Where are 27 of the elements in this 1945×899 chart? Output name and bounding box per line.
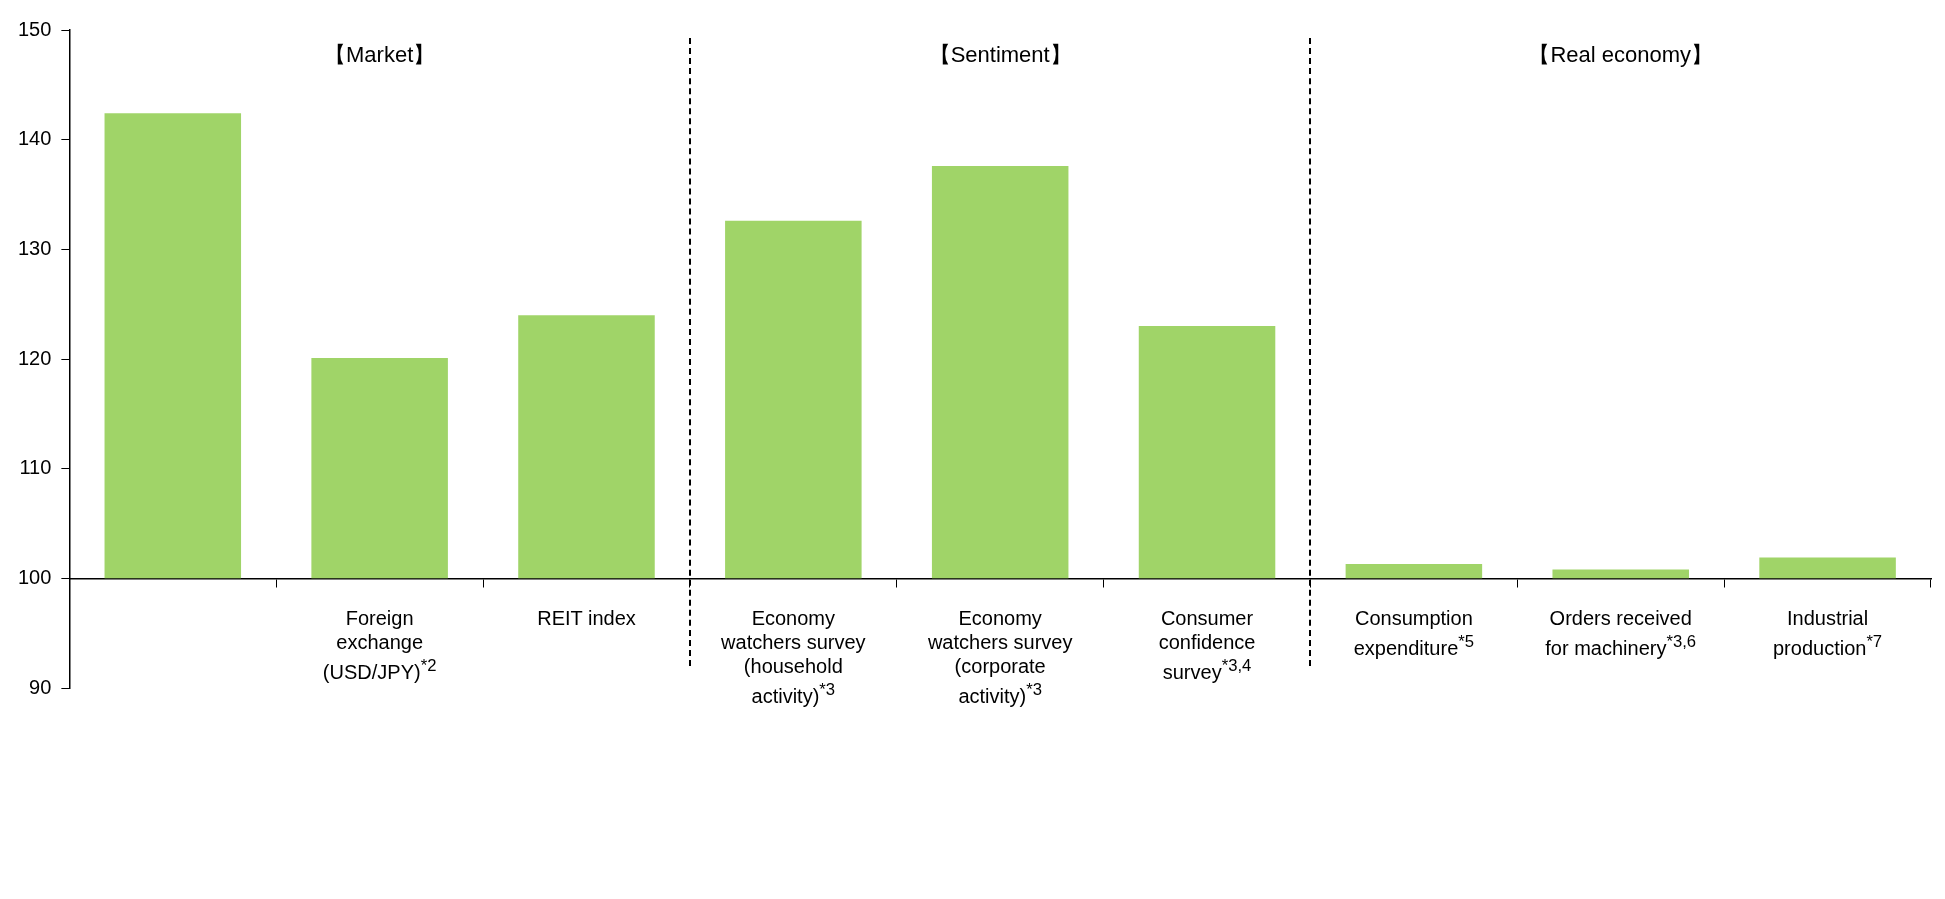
x-tick-label: Economy watchers survey (corporate activity)$^{*3}$ <box>926 606 1074 708</box>
bar <box>104 113 242 579</box>
y-tick-label: 90 <box>29 675 52 698</box>
x-tick-label: Foreign exchange (USD/JPY)$^{*2}$ <box>321 606 438 684</box>
y-tick-label: 150 <box>17 17 52 40</box>
bar <box>518 315 655 579</box>
y-tick-label: 130 <box>17 236 52 259</box>
x-tick-label: Industrial production$^{*7}$ <box>1772 606 1884 660</box>
y-tick-label: 120 <box>17 346 52 369</box>
bar <box>1552 569 1689 579</box>
y-tick-label: 100 <box>17 565 52 588</box>
bar <box>1138 326 1276 579</box>
y-tick-label: 140 <box>17 127 52 150</box>
x-tick-label: Economy watchers survey (household activity)$^{*3}$ <box>720 606 867 708</box>
bar <box>1759 557 1896 579</box>
x-tick-label: Consumer confidence survey$^{*3,4}$ <box>1157 606 1257 684</box>
x-tick-label: Orders received for machinery$^{*3,6}$ <box>1544 606 1698 660</box>
bar <box>1345 564 1483 579</box>
y-tick-label: 110 <box>19 456 52 479</box>
x-tick-label: REIT index <box>536 606 637 631</box>
annotation: 【Market】 <box>323 41 437 69</box>
bar <box>311 357 448 579</box>
x-tick-label: Consumption expenditure$^{*5}$ <box>1352 606 1475 660</box>
annotation: 【Sentiment】 <box>927 41 1073 69</box>
annotation: 【Real economy】 <box>1527 41 1715 69</box>
bar <box>931 165 1069 579</box>
bar <box>725 220 862 579</box>
